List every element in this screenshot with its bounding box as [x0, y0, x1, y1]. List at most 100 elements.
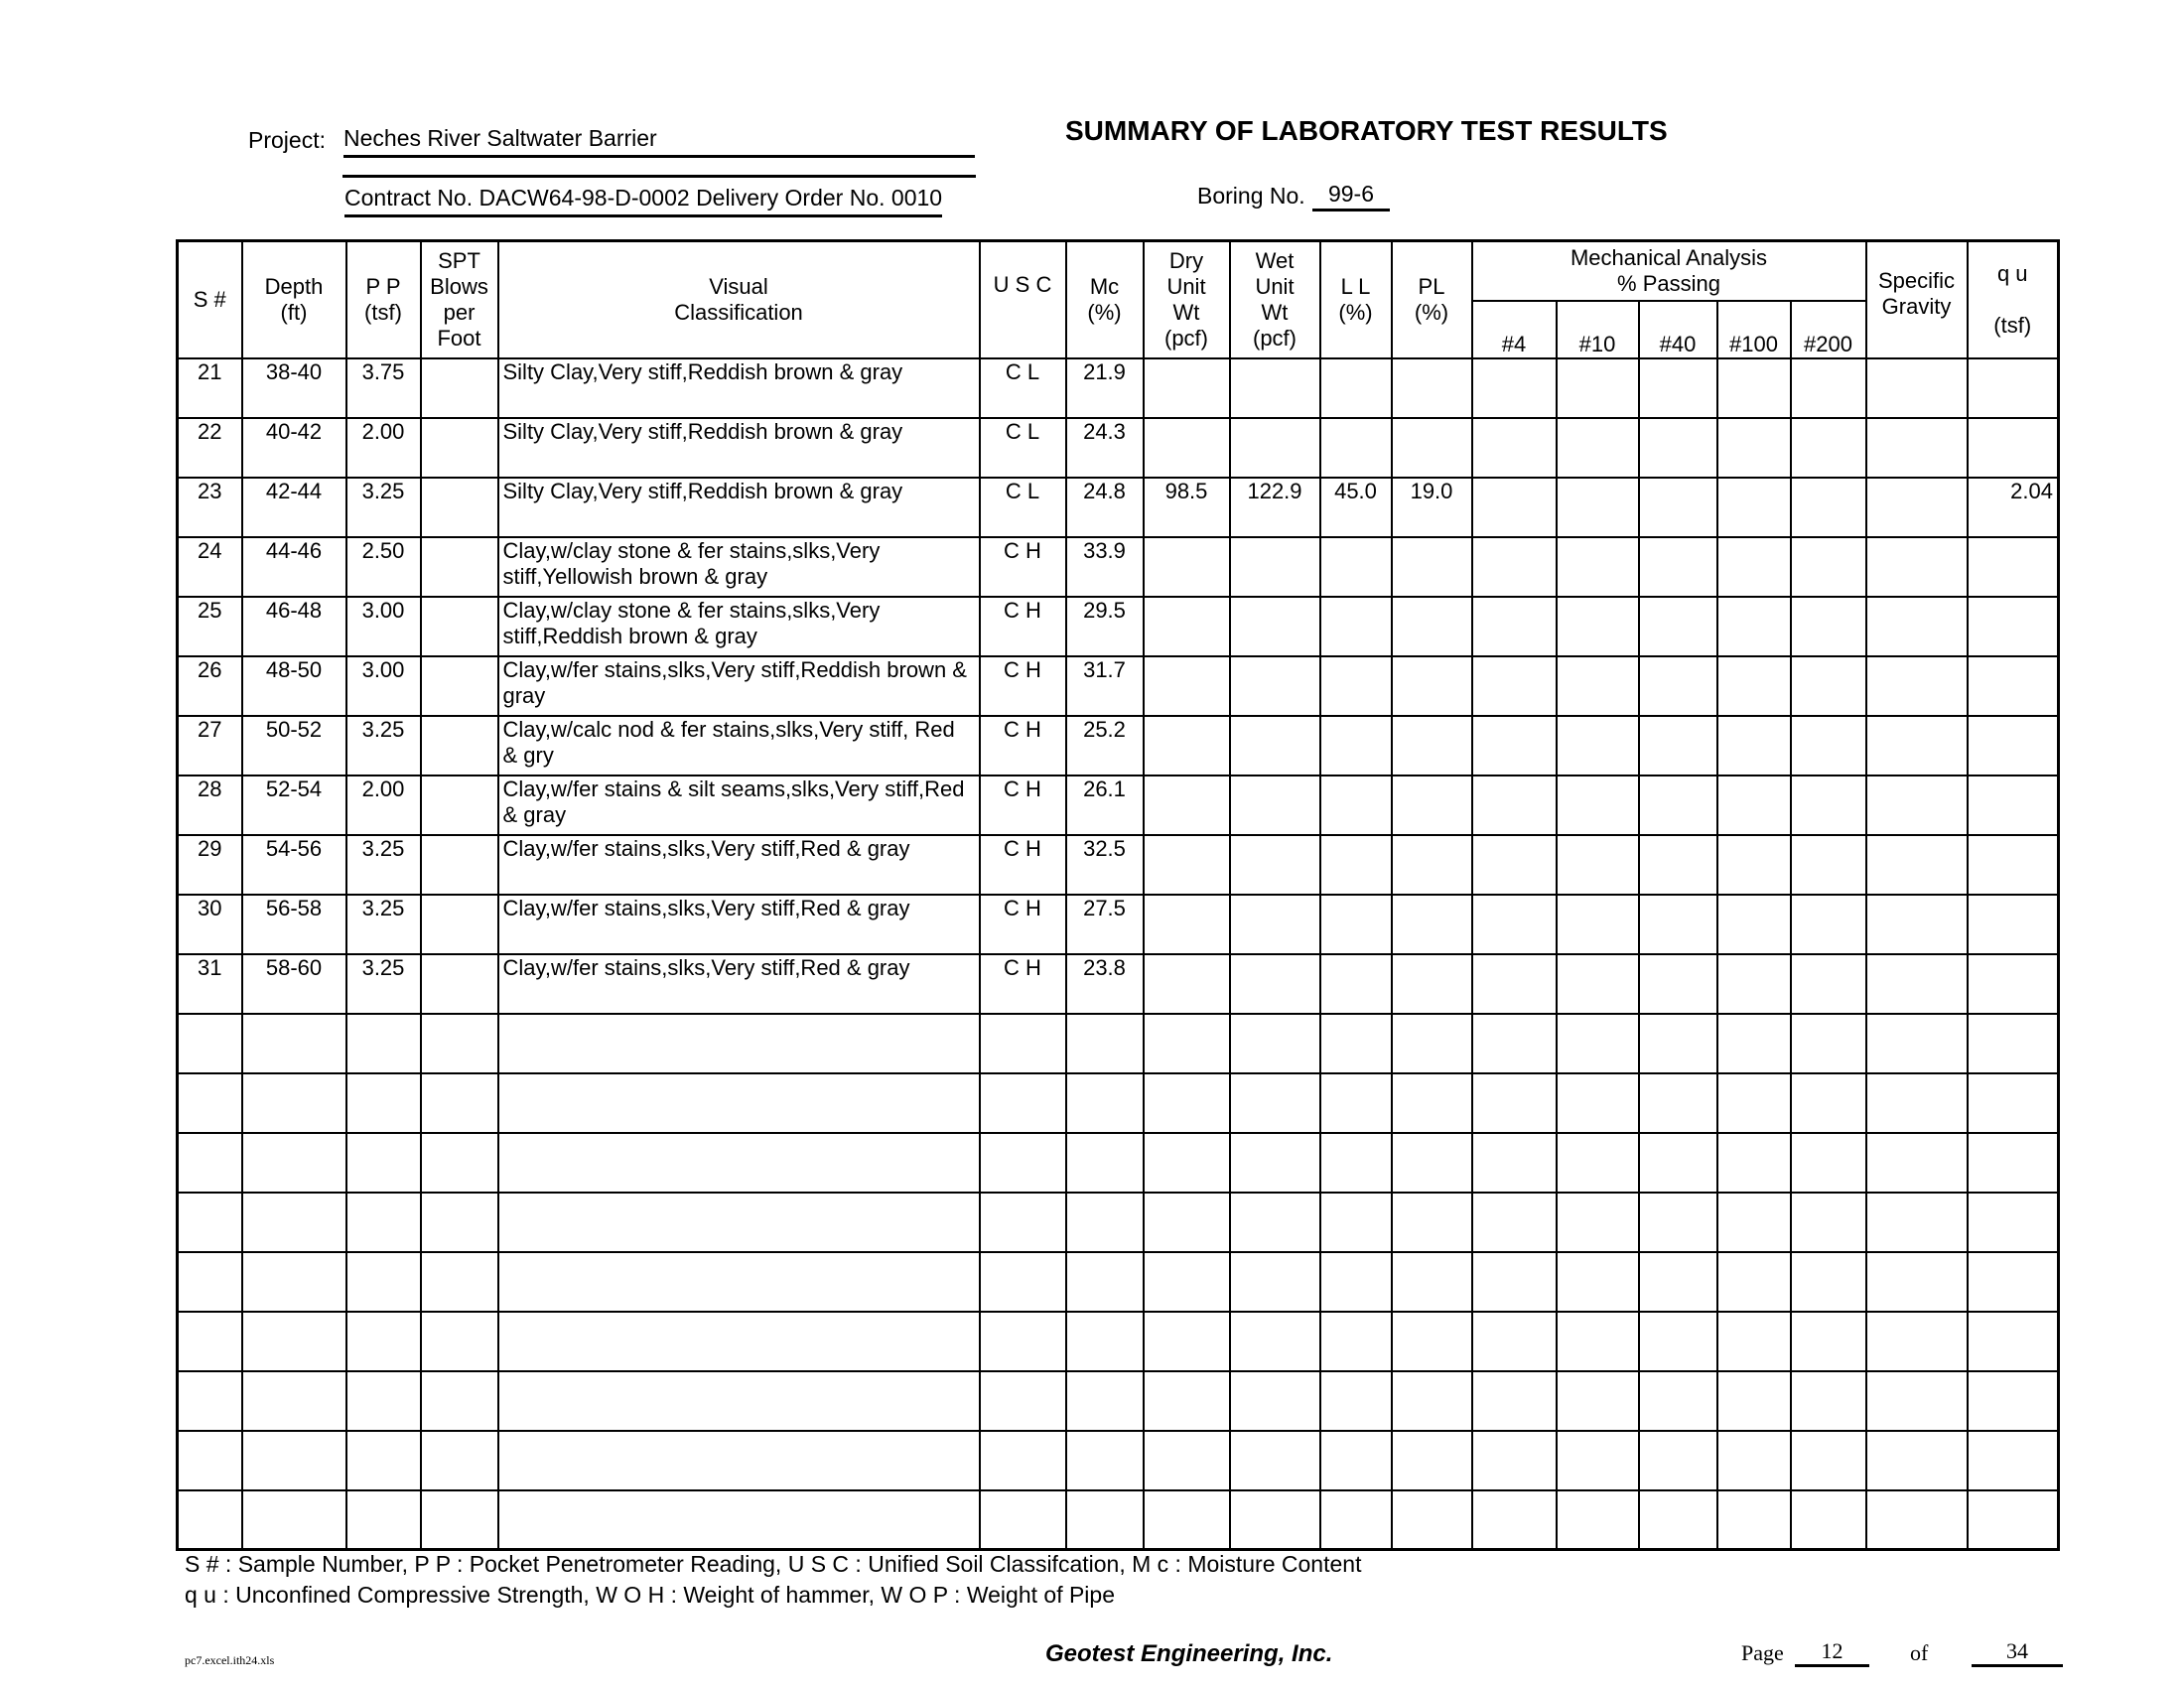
- cell-empty: [1637, 774, 1718, 836]
- cell-s: 30: [176, 893, 243, 955]
- col-mc: Mc (%): [1064, 239, 1145, 359]
- cell-s: [176, 1131, 243, 1194]
- cell-qu: 2.04: [1966, 476, 2060, 538]
- cell-empty: [1555, 1131, 1640, 1194]
- cell-desc: Clay,w/clay stone & fer stains,slks,Very…: [496, 535, 981, 598]
- cell-empty: [1555, 1250, 1640, 1313]
- cell-usc: [978, 1310, 1067, 1372]
- cell-s: 29: [176, 833, 243, 896]
- table-row: 22 40-42 2.00 Silty Clay,Very stiff,Reddish…: [176, 416, 2060, 479]
- cell-usc: [978, 1071, 1067, 1134]
- table-row: 30 56-58 3.25 Clay,w/fer stains,slks,Very s…: [176, 893, 2060, 955]
- project-label: Project:: [248, 127, 326, 153]
- cell-mc: 31.7: [1064, 654, 1145, 717]
- cell-qu: [1966, 1191, 2060, 1253]
- cell-pl: [1390, 1191, 1473, 1253]
- cell-pp: [344, 1310, 422, 1372]
- cell-empty: [1555, 1488, 1640, 1551]
- cell-pp: [344, 1071, 422, 1134]
- cell-wet: [1228, 416, 1321, 479]
- cell-empty: [1789, 416, 1867, 479]
- cell-empty: [1637, 595, 1718, 657]
- cell-wet: [1228, 1191, 1321, 1253]
- cell-empty: [1555, 952, 1640, 1015]
- cell-pp: [344, 1488, 422, 1551]
- cell-s: 23: [176, 476, 243, 538]
- cell-ll: [1318, 356, 1393, 419]
- cell-empty: [1637, 654, 1718, 717]
- cell-usc: [978, 1429, 1067, 1491]
- cell-usc: C H: [978, 535, 1067, 598]
- cell-depth: [240, 1071, 347, 1134]
- table-row: [176, 1191, 2060, 1253]
- cell-qu: [1966, 774, 2060, 836]
- cell-usc: C H: [978, 893, 1067, 955]
- cell-empty: [1555, 1071, 1640, 1134]
- cell-mc: [1064, 1310, 1145, 1372]
- col-usc: U S C: [978, 239, 1067, 359]
- cell-empty: [1715, 1250, 1792, 1313]
- project-name: Neches River Saltwater Barrier: [343, 125, 975, 158]
- cell-pl: [1390, 1369, 1473, 1432]
- cell-s: 31: [176, 952, 243, 1015]
- cell-empty: [419, 774, 499, 836]
- cell-wet: [1228, 1429, 1321, 1491]
- cell-depth: 48-50: [240, 654, 347, 717]
- table-row: 21 38-40 3.75 Silty Clay,Very stiff,Reddish…: [176, 356, 2060, 419]
- cell-empty: [1789, 1488, 1867, 1551]
- cell-empty: [1715, 952, 1792, 1015]
- cell-wet: [1228, 654, 1321, 717]
- cell-empty: [1555, 535, 1640, 598]
- cell-depth: 42-44: [240, 476, 347, 538]
- cell-s: 28: [176, 774, 243, 836]
- cell-empty: [1470, 535, 1558, 598]
- cell-usc: [978, 1012, 1067, 1074]
- cell-empty: [1555, 416, 1640, 479]
- cell-empty: [1864, 654, 1969, 717]
- cell-empty: [1789, 356, 1867, 419]
- cell-empty: [1864, 1131, 1969, 1194]
- cell-pl: 19.0: [1390, 476, 1473, 538]
- cell-pl: [1390, 1488, 1473, 1551]
- cell-s: [176, 1191, 243, 1253]
- boring-number: 99-6: [1312, 181, 1390, 212]
- cell-desc: [496, 1071, 981, 1134]
- cell-qu: [1966, 1310, 2060, 1372]
- cell-empty: [1637, 714, 1718, 776]
- cell-dry: [1142, 1191, 1231, 1253]
- cell-usc: [978, 1131, 1067, 1194]
- cell-empty: [1637, 1131, 1718, 1194]
- cell-empty: [419, 1012, 499, 1074]
- cell-wet: [1228, 1369, 1321, 1432]
- cell-empty: [1789, 1131, 1867, 1194]
- table-row: [176, 1131, 2060, 1194]
- cell-pp: [344, 1429, 422, 1491]
- boring-label: Boring No.: [1197, 183, 1305, 209]
- cell-empty: [1555, 356, 1640, 419]
- table-row: 23 42-44 3.25 Silty Clay,Very stiff,Reddish…: [176, 476, 2060, 538]
- cell-depth: [240, 1012, 347, 1074]
- cell-pl: [1390, 1071, 1473, 1134]
- cell-ll: [1318, 654, 1393, 717]
- cell-empty: [1637, 1012, 1718, 1074]
- cell-depth: [240, 1250, 347, 1313]
- table-row: [176, 1369, 2060, 1432]
- cell-empty: [419, 1250, 499, 1313]
- cell-pl: [1390, 893, 1473, 955]
- cell-empty: [1470, 356, 1558, 419]
- cell-pl: [1390, 535, 1473, 598]
- cell-ll: [1318, 774, 1393, 836]
- cell-empty: [1637, 1488, 1718, 1551]
- cell-mc: 21.9: [1064, 356, 1145, 419]
- cell-empty: [1555, 1310, 1640, 1372]
- cell-empty: [419, 714, 499, 776]
- cell-empty: [1637, 476, 1718, 538]
- cell-wet: [1228, 535, 1321, 598]
- cell-ll: [1318, 1131, 1393, 1194]
- cell-empty: [1715, 654, 1792, 717]
- col-spt: SPT Blows per Foot: [419, 239, 499, 359]
- cell-empty: [1470, 654, 1558, 717]
- cell-pp: 3.00: [344, 654, 422, 717]
- cell-wet: [1228, 1131, 1321, 1194]
- col-sample: S #: [176, 239, 243, 359]
